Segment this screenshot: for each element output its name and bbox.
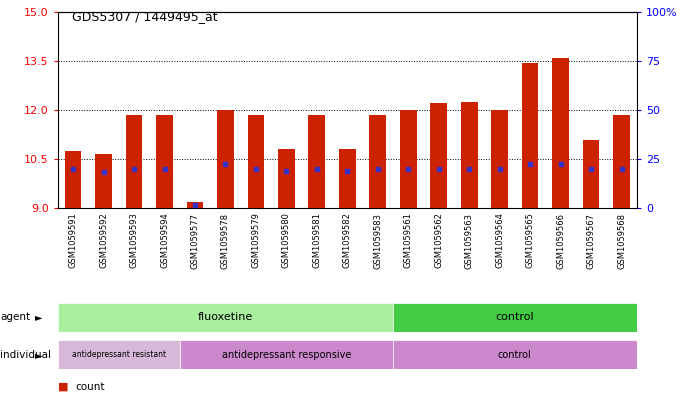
Bar <box>400 110 417 208</box>
Text: GSM1059561: GSM1059561 <box>404 213 413 268</box>
Text: ►: ► <box>35 350 43 360</box>
Bar <box>180 340 393 369</box>
Text: GSM1059578: GSM1059578 <box>221 213 230 268</box>
Bar <box>187 202 204 208</box>
Text: GSM1059563: GSM1059563 <box>464 213 474 268</box>
Text: GSM1059577: GSM1059577 <box>191 213 200 268</box>
Text: count: count <box>75 382 104 392</box>
Bar <box>308 115 326 208</box>
Text: GSM1059565: GSM1059565 <box>526 213 535 268</box>
Text: ■: ■ <box>58 382 68 392</box>
Text: GSM1059593: GSM1059593 <box>129 213 138 268</box>
Text: antidepressant responsive: antidepressant responsive <box>222 350 351 360</box>
Text: GSM1059581: GSM1059581 <box>313 213 321 268</box>
Bar <box>552 58 569 208</box>
Bar <box>369 115 386 208</box>
Text: GSM1059566: GSM1059566 <box>556 213 565 268</box>
Text: GSM1059568: GSM1059568 <box>617 213 626 268</box>
Text: GSM1059562: GSM1059562 <box>434 213 443 268</box>
Bar <box>491 110 508 208</box>
Text: individual: individual <box>0 350 51 360</box>
Text: GSM1059591: GSM1059591 <box>69 213 78 268</box>
Text: ►: ► <box>35 312 43 322</box>
Text: control: control <box>496 312 534 322</box>
Bar <box>613 115 630 208</box>
Bar <box>583 140 599 208</box>
Text: GSM1059582: GSM1059582 <box>343 213 352 268</box>
Text: GSM1059592: GSM1059592 <box>99 213 108 268</box>
Bar <box>430 103 447 208</box>
Bar <box>278 149 295 208</box>
Bar <box>65 151 82 208</box>
Bar <box>339 149 355 208</box>
Text: GSM1059567: GSM1059567 <box>586 213 596 268</box>
Bar <box>393 340 637 369</box>
Text: GSM1059564: GSM1059564 <box>495 213 504 268</box>
Bar <box>461 102 477 208</box>
Bar <box>126 115 142 208</box>
Bar <box>58 303 393 332</box>
Text: GSM1059594: GSM1059594 <box>160 213 169 268</box>
Text: antidepressant resistant: antidepressant resistant <box>72 350 166 359</box>
Bar <box>522 62 539 208</box>
Bar <box>247 115 264 208</box>
Bar <box>156 115 173 208</box>
Text: GDS5307 / 1449495_at: GDS5307 / 1449495_at <box>72 10 217 23</box>
Text: control: control <box>498 350 532 360</box>
Text: agent: agent <box>0 312 30 322</box>
Bar <box>393 303 637 332</box>
Text: GSM1059583: GSM1059583 <box>373 213 382 268</box>
Bar <box>58 340 180 369</box>
Bar <box>95 154 112 208</box>
Text: GSM1059579: GSM1059579 <box>251 213 260 268</box>
Bar <box>217 110 234 208</box>
Text: fluoxetine: fluoxetine <box>197 312 253 322</box>
Text: GSM1059580: GSM1059580 <box>282 213 291 268</box>
